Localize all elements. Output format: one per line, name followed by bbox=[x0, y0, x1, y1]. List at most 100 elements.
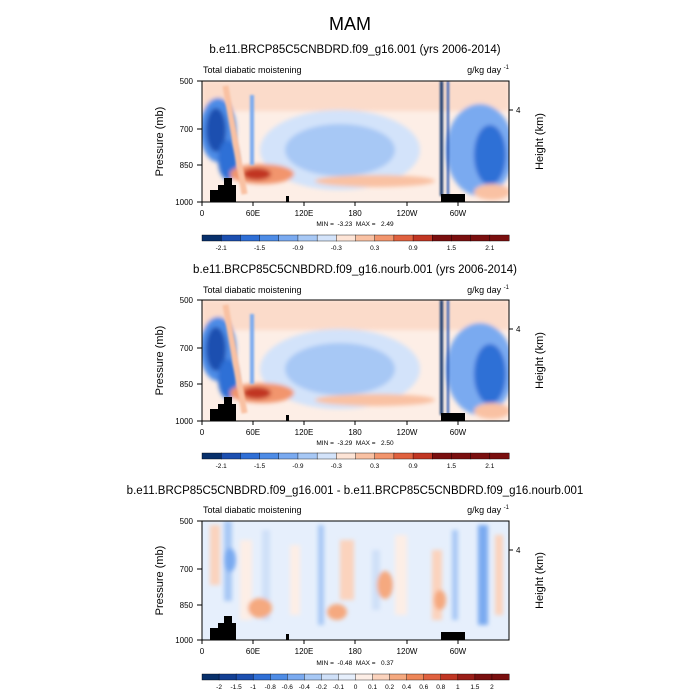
panel-2-xticks: 0 60E 120E 180 120W 60W bbox=[200, 421, 467, 437]
panel-1-west-pacific-core bbox=[285, 124, 395, 176]
colorbar-3-label: -0.6 bbox=[282, 684, 294, 691]
panel-2-right-label: Height (km) bbox=[534, 332, 546, 389]
panel-1-pacific-low-positive bbox=[315, 175, 435, 187]
panel-2-yticks: 500 700 850 1000 bbox=[175, 296, 202, 426]
colorbar-1-box bbox=[412, 234, 433, 242]
colorbar-3-label: -0.4 bbox=[299, 684, 311, 691]
colorbar-3-label: -0.1 bbox=[333, 684, 345, 691]
panel-3-diff-pos-7 bbox=[495, 535, 503, 615]
colorbar-2-box bbox=[220, 452, 241, 460]
colorbar-1-box bbox=[336, 234, 356, 242]
panel-1-andes-streak-2 bbox=[447, 81, 449, 196]
panel-3-xtick-60e: 60E bbox=[246, 647, 260, 656]
colorbar-3-box bbox=[287, 673, 305, 681]
colorbar-3-label: -1 bbox=[250, 684, 256, 691]
panel-3-right-label: Height (km) bbox=[534, 552, 546, 609]
panel-2-andes-streak-2 bbox=[447, 300, 449, 415]
panel-3-yticks: 500 700 850 1000 bbox=[175, 517, 202, 645]
colorbar-3-label: 0.6 bbox=[419, 684, 428, 691]
colorbar-1-box bbox=[297, 234, 318, 242]
panel-1-left-label: Total diabatic moistening bbox=[203, 65, 302, 75]
panel-2-xtick-180: 180 bbox=[348, 428, 362, 437]
panel-1-indian-ocean-core bbox=[243, 168, 271, 180]
panel-2-stats: MIN = -3.29 MAX = 2.50 bbox=[316, 440, 394, 447]
panel-2-east-pacific-positive bbox=[474, 403, 509, 419]
panel-1-africa-core bbox=[206, 108, 226, 152]
colorbar-3-label: -0.8 bbox=[265, 684, 277, 691]
colorbar-2-box bbox=[489, 452, 510, 460]
panel-3-right-tick-label: 4 bbox=[516, 546, 521, 555]
colorbar-2-label: -2.1 bbox=[216, 463, 228, 470]
panel-3-xtick-180: 180 bbox=[348, 647, 362, 656]
panel-2-africa-core bbox=[206, 327, 226, 371]
panel-2-units-base: g/kg day bbox=[467, 285, 502, 295]
panel-3-diff-neg-5 bbox=[452, 530, 458, 620]
panel-2-upper-positive bbox=[202, 300, 509, 330]
panel-3-diff-neg-7 bbox=[224, 548, 236, 572]
colorbar-2-label: 0.3 bbox=[370, 463, 379, 470]
colorbar-1-box bbox=[201, 234, 222, 242]
panel-2-africa-streak bbox=[222, 304, 248, 414]
panel-1-east-pacific-positive bbox=[474, 184, 509, 200]
panel-2-land-andes bbox=[441, 413, 465, 421]
colorbar-3-label: 0.4 bbox=[402, 684, 411, 691]
colorbar-1-box bbox=[240, 234, 261, 242]
panel-3-diff-pos-6 bbox=[432, 550, 442, 620]
panel-3-land-andes bbox=[441, 632, 465, 640]
panel-3-land-new-guinea bbox=[286, 634, 289, 640]
panel-3-diff-neg-2 bbox=[262, 530, 270, 620]
colorbar-2-box bbox=[374, 452, 395, 460]
colorbar-2-box bbox=[259, 452, 280, 460]
colorbar-2-box bbox=[451, 452, 472, 460]
colorbar-2-box bbox=[316, 452, 337, 460]
colorbar-1-box bbox=[278, 234, 299, 242]
colorbar-3-label: -2 bbox=[216, 684, 222, 691]
panel-3-units-exp: -1 bbox=[504, 505, 510, 511]
colorbar-3-box bbox=[389, 673, 408, 681]
panel-3-ytick-500: 500 bbox=[180, 517, 194, 526]
colorbar-3-label: -1.5 bbox=[231, 684, 243, 691]
colorbar-3-label: 2 bbox=[490, 684, 494, 691]
panel-2-units: g/kg day -1 bbox=[467, 285, 510, 295]
colorbar-1-label: -0.9 bbox=[292, 245, 304, 252]
panel-2-land-new-guinea bbox=[286, 415, 289, 421]
panel-2-left-label: Total diabatic moistening bbox=[203, 285, 302, 295]
colorbar-2-box bbox=[393, 452, 414, 460]
colorbar-1-box bbox=[432, 234, 452, 242]
colorbar-2-label: -1.5 bbox=[254, 463, 266, 470]
colorbar-2-box bbox=[432, 452, 452, 460]
colorbar-2-label: -0.9 bbox=[292, 463, 304, 470]
colorbar-1-box bbox=[393, 234, 414, 242]
panel-2-ytick-850: 850 bbox=[180, 380, 194, 389]
colorbar-1-box bbox=[220, 234, 241, 242]
panel-3-units: g/kg day -1 bbox=[467, 505, 510, 515]
panel-2-ylabel: Pressure (mb) bbox=[154, 326, 166, 396]
panel-1-units-exp: -1 bbox=[504, 65, 510, 71]
colorbar-2-box bbox=[297, 452, 318, 460]
panel-3-diff-pos-11 bbox=[434, 590, 446, 610]
colorbar-3-box bbox=[423, 673, 442, 681]
colorbar-3-box bbox=[406, 673, 425, 681]
panel-1-xticks: 0 60E 120E 180 120W 60W bbox=[200, 202, 467, 218]
panel-1-ytick-700: 700 bbox=[180, 125, 194, 134]
panel-2-units-exp: -1 bbox=[504, 285, 510, 291]
panel-2: b.e11.BRCP85C5CNBDRD.f09_g16.nourb.001 (… bbox=[154, 264, 546, 470]
figure-title: MAM bbox=[329, 14, 371, 34]
panel-1-ytick-1000: 1000 bbox=[175, 198, 193, 207]
panel-2-ytick-1000: 1000 bbox=[175, 417, 193, 426]
colorbar-3-box bbox=[457, 673, 476, 681]
panel-3-left-label: Total diabatic moistening bbox=[203, 505, 302, 515]
colorbar-1-label: -0.3 bbox=[331, 245, 343, 252]
colorbar-3-box bbox=[270, 673, 288, 681]
panel-3-xtick-120w: 120W bbox=[397, 647, 418, 656]
panel-3-ylabel: Pressure (mb) bbox=[154, 546, 166, 616]
panel-3-colorbar: -2 -1.5 -1 -0.8 -0.6 -0.4 -0.2 -0.1 0 0.1 0.2 0.4 0.… bbox=[201, 673, 510, 691]
panel-3-stats: MIN = -0.48 MAX = 0.37 bbox=[316, 660, 394, 667]
panel-2-xtick-120e: 120E bbox=[295, 428, 314, 437]
panel-1-ylabel: Pressure (mb) bbox=[154, 107, 166, 177]
colorbar-3-label: 0.8 bbox=[436, 684, 445, 691]
colorbar-2-label: -0.3 bbox=[331, 463, 343, 470]
panel-2-xtick-0: 0 bbox=[200, 428, 205, 437]
panel-3-xtick-0: 0 bbox=[200, 647, 205, 656]
